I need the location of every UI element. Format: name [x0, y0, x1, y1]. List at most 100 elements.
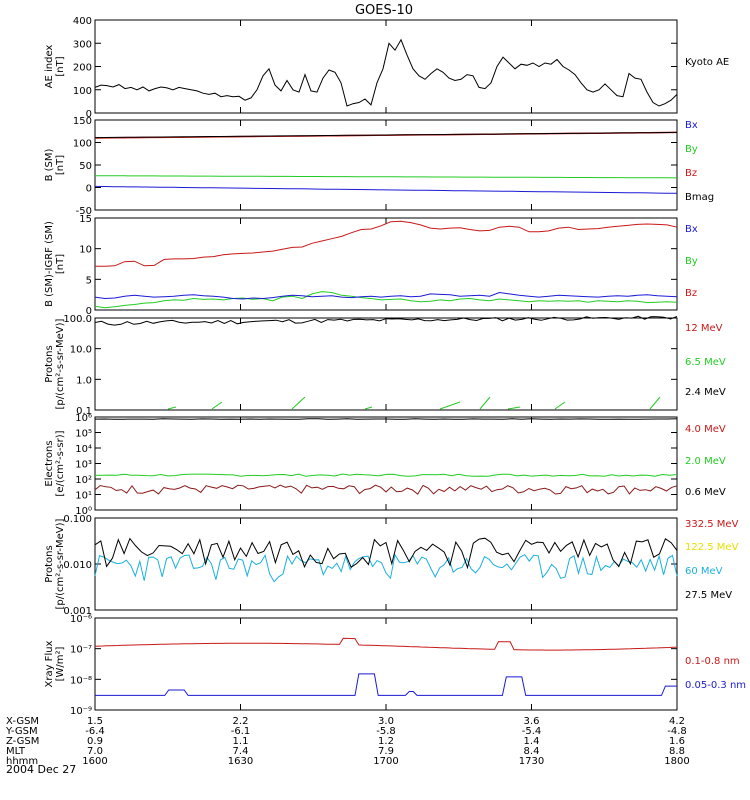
y-axis-label: [e/(cm²-s-sr)] [55, 430, 66, 496]
y-tick-label: 400 [73, 16, 92, 27]
y-axis-label: [nT] [55, 155, 66, 175]
panel-frame [94, 416, 678, 511]
panel-5: 10⁶ 10⁵ 10⁴ 10³ 10² 10¹ 10⁰ Electrons [e/(cm²-s-… [44, 413, 726, 517]
legend-entry: 12 MeV [685, 323, 723, 334]
y-axis-label: [nT] [55, 254, 66, 274]
series-2-4-mev [94, 315, 678, 326]
legend-entry: 0.1-0.8 nm [685, 656, 740, 667]
y-tick-label: 0.100 [63, 514, 92, 525]
y-tick-label: 10⁻⁷ [70, 645, 92, 656]
panel-frame [94, 517, 678, 611]
footer-value: -6.1 [231, 726, 251, 737]
y-tick-label: 300 [73, 39, 92, 50]
legend-entry: 0.6 MeV [685, 487, 726, 498]
series-kyoto-ae [94, 38, 678, 107]
y-axis-label: AE index [44, 45, 55, 89]
y-tick-label: 50 [79, 161, 92, 172]
footer-value: -6.4 [85, 726, 105, 737]
panel-1: 400 300 200 100 0 AE index [nT] Kyoto AE [44, 16, 729, 120]
series-6-5-mev-segment [439, 401, 461, 410]
y-axis-label: Protons [44, 345, 55, 382]
footer-value: 1.4 [524, 736, 540, 747]
footer-value: -5.8 [376, 726, 396, 737]
footer-value: -4.8 [667, 726, 687, 737]
panel-frame [94, 317, 678, 411]
legend-entry: 6.5 MeV [685, 357, 726, 368]
footer-value: 1800 [664, 756, 689, 767]
y-tick-label: 0 [86, 306, 92, 317]
series-27-5-mev [94, 537, 678, 570]
y-tick-label: 15 [79, 214, 92, 225]
legend-entry: 122.5 MeV [685, 542, 739, 553]
legend-entry: Bmag [685, 192, 714, 203]
footer-value: 2.2 [233, 716, 249, 727]
series-0-6-mev [94, 418, 678, 420]
footer-value: 7.9 [378, 746, 394, 757]
footer-value: 0.9 [87, 736, 103, 747]
footer-value: 1730 [519, 756, 544, 767]
legend-entry: By [685, 256, 698, 267]
y-axis-label: B (SM) [44, 148, 55, 181]
y-axis-label: [p/(cm²-s-sr-MeV)] [55, 318, 66, 409]
panel-frame [94, 19, 678, 114]
legend-entry: 2.4 MeV [685, 387, 726, 398]
footer-value: 1.1 [233, 736, 249, 747]
series-bmag [94, 131, 678, 139]
footer-value: 4.2 [669, 716, 685, 727]
y-tick-label: 10¹ [75, 491, 92, 502]
footer-value: 3.0 [378, 716, 394, 727]
series-6-5-mev-segment [167, 406, 177, 410]
y-tick-label: 0 [86, 184, 92, 195]
footer-value: 1630 [228, 756, 253, 767]
legend-entry: 60 MeV [685, 566, 723, 577]
footer-value: 1.6 [669, 736, 685, 747]
y-axis-label: [W/m²] [55, 646, 66, 681]
y-tick-label: 0 [86, 109, 92, 120]
legend-entry: 2.0 MeV [685, 456, 726, 467]
series-6-5-mev-segment [507, 406, 521, 410]
y-tick-label: 150 [73, 116, 92, 127]
footer-value: 3.6 [524, 716, 540, 727]
footer-row-label: Y-GSM [5, 726, 38, 737]
series-4-0-mev [94, 484, 678, 495]
y-tick-label: 100 [73, 86, 92, 97]
footer-value: 8.4 [524, 746, 540, 757]
y-tick-label: 0.1 [76, 406, 92, 417]
series-0-1-0-8-nm [94, 637, 678, 651]
series-6-5-mev-segment [364, 406, 373, 410]
y-tick-label: 10⁻⁸ [70, 675, 92, 686]
footer-value: 8.8 [669, 746, 685, 757]
series-bz [95, 220, 678, 267]
y-tick-label: 1.0 [76, 375, 92, 386]
y-tick-label: 0.010 [63, 560, 92, 571]
series-6-5-mev-segment [554, 401, 566, 410]
panel-2: 150 100 50 0 -50 B (SM) [nT] Bx By Bz Bmag [44, 116, 714, 217]
y-tick-label: 10⁵ [75, 429, 92, 440]
series-0-05-0-3-nm [95, 673, 677, 696]
y-tick-label: 10⁻⁶ [70, 614, 92, 625]
y-tick-label: 100.0 [63, 314, 92, 325]
y-tick-label: 10³ [75, 460, 92, 471]
y-tick-label: 200 [73, 63, 92, 74]
legend-entry: Bx [685, 120, 698, 131]
footer-row-label: X-GSM [6, 716, 39, 727]
y-tick-label: 10⁴ [75, 444, 92, 455]
panel-frame [94, 617, 678, 711]
panel-7: 10⁻⁶ 10⁻⁷ 10⁻⁸ 10⁻⁹ Xray Flux [W/m²] 0.1-0.8 n… [44, 614, 746, 717]
chart-title: GOES-10 [355, 3, 413, 18]
legend-entry: Bz [685, 168, 697, 179]
y-axis-label: [nT] [55, 56, 66, 76]
footer-value: 7.4 [233, 746, 249, 757]
y-axis-label: Electrons [44, 440, 55, 486]
panel-3: 15 10 5 0 B (SM)-IGRF (SM) [nT] Bx By Bz [44, 214, 698, 317]
footer-row-label: MLT [6, 746, 26, 757]
y-tick-label: 10⁻⁹ [70, 706, 92, 717]
legend-entry: Kyoto AE [685, 57, 729, 68]
y-tick-label: 10 [79, 245, 92, 256]
panel-6: 0.100 0.010 0.001 Protons [p/(cm²-s-sr-MeV)]… [44, 514, 739, 617]
footer-value: -5.4 [522, 726, 542, 737]
y-tick-label: -50 [76, 206, 92, 217]
footer-value: 1.2 [378, 736, 394, 747]
